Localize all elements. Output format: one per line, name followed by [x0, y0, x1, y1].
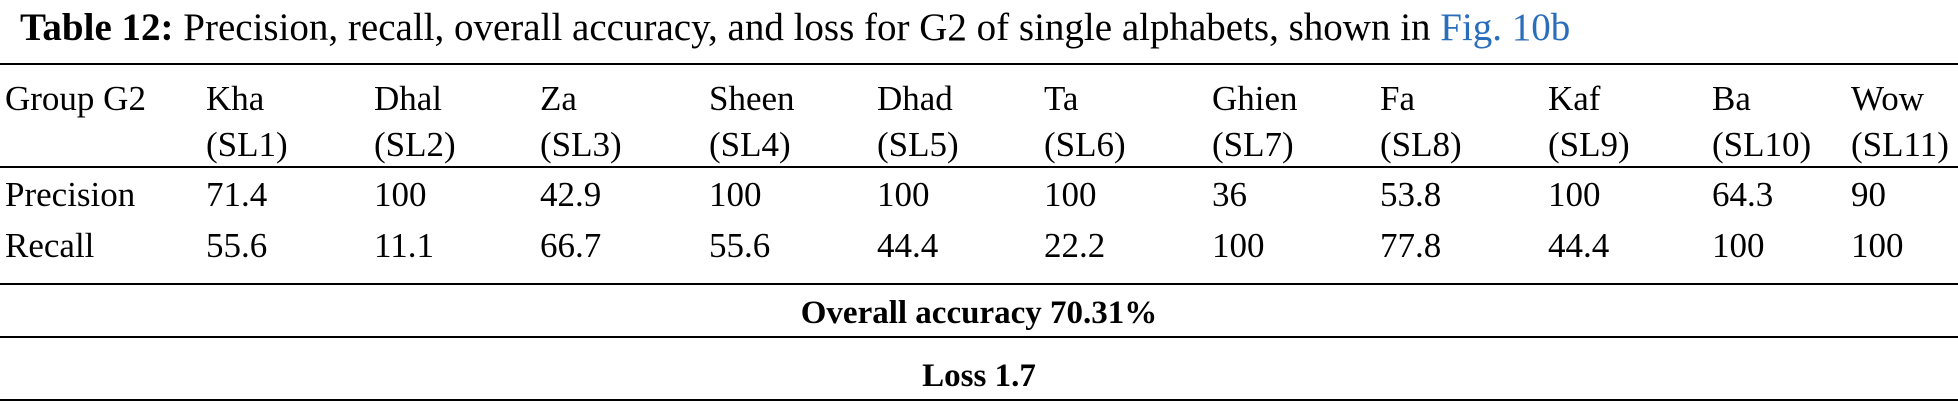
column-header-code: (SL10) — [1712, 125, 1812, 164]
column-header-name: Ghien — [1212, 79, 1298, 118]
caption-text: Precision, recall, overall accuracy, and… — [173, 6, 1441, 49]
top-rule — [0, 63, 1958, 65]
table-cell: 100 — [877, 175, 930, 214]
column-header-name: Dhal — [374, 79, 443, 118]
column-header-code: (SL6) — [1044, 125, 1126, 164]
table-cell: 44.4 — [877, 226, 939, 265]
loss-value: Loss 1.7 — [922, 358, 1036, 394]
row-label-precision: Precision — [5, 175, 136, 214]
column-header-code: (SL7) — [1212, 125, 1294, 164]
header-rule — [0, 166, 1958, 168]
table-cell: 53.8 — [1380, 175, 1442, 214]
column-header-name: Wow — [1851, 79, 1925, 118]
table-cell: 55.6 — [206, 226, 268, 265]
column-header-name: Ba — [1712, 79, 1751, 118]
column-header-name: Kha — [206, 79, 265, 118]
table-cell: 22.2 — [1044, 226, 1106, 265]
column-header-code: (SL5) — [877, 125, 959, 164]
table-number: Table 12: — [20, 6, 174, 49]
table-cell: 66.7 — [540, 226, 602, 265]
table-cell: 100 — [709, 175, 762, 214]
column-header-name: Sheen — [709, 79, 795, 118]
table-cell: 44.4 — [1548, 226, 1610, 265]
table-cell: 100 — [1548, 175, 1601, 214]
column-header-code: (SL9) — [1548, 125, 1630, 164]
body-bottom-rule — [0, 283, 1958, 285]
table-cell: 55.6 — [709, 226, 771, 265]
table-cell: 100 — [374, 175, 427, 214]
table-cell: 100 — [1712, 226, 1765, 265]
column-header-name: Dhad — [877, 79, 953, 118]
column-header-code: (SL4) — [709, 125, 791, 164]
figure-link[interactable]: Fig. 10b — [1440, 6, 1571, 49]
table-cell: 71.4 — [206, 175, 268, 214]
table-cell: 11.1 — [374, 226, 434, 265]
table-cell: 100 — [1851, 226, 1904, 265]
table-cell: 64.3 — [1712, 175, 1774, 214]
table-cell: 42.9 — [540, 175, 602, 214]
column-header-code: (SL3) — [540, 125, 622, 164]
column-header-code: (SL11) — [1851, 125, 1949, 164]
column-header-code: (SL1) — [206, 125, 288, 164]
table-cell: 77.8 — [1380, 226, 1442, 265]
table-cell: 90 — [1851, 175, 1886, 214]
table-cell: 36 — [1212, 175, 1247, 214]
column-header-name: Za — [540, 79, 577, 118]
column-header-code: (SL8) — [1380, 125, 1462, 164]
corner-header: Group G2 — [5, 79, 146, 118]
bottom-rule — [0, 399, 1958, 401]
table-cell: 100 — [1212, 226, 1265, 265]
accuracy-rule — [0, 336, 1958, 338]
table-cell: 100 — [1044, 175, 1097, 214]
column-header-name: Kaf — [1548, 79, 1601, 118]
overall-accuracy: Overall accuracy 70.31% — [800, 295, 1158, 331]
column-header-name: Fa — [1380, 79, 1415, 118]
row-label-recall: Recall — [5, 226, 95, 265]
column-header-code: (SL2) — [374, 125, 456, 164]
table-caption: Table 12: Precision, recall, overall acc… — [20, 0, 1570, 56]
column-header-name: Ta — [1044, 79, 1079, 118]
